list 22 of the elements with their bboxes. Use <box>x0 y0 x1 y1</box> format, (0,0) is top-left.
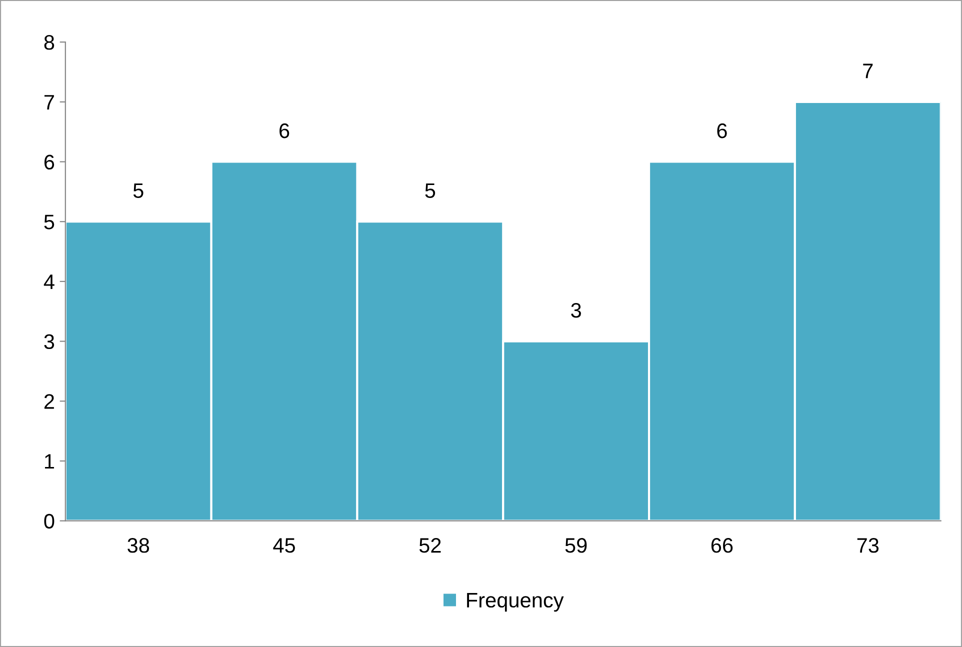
y-tick-label: 3 <box>44 334 54 350</box>
data-label: 5 <box>425 183 436 198</box>
x-tick-label: 38 <box>128 538 150 553</box>
y-tick-label: 2 <box>44 394 54 409</box>
x-tick-label: 73 <box>857 538 879 553</box>
y-tick-label: 8 <box>44 35 54 50</box>
y-tick-label: 0 <box>44 514 54 529</box>
y-tick-label: 5 <box>44 214 54 230</box>
y-tick-label: 6 <box>44 154 54 170</box>
x-tick-label: 52 <box>419 538 441 553</box>
data-label: 3 <box>571 302 581 318</box>
data-label: 7 <box>863 64 873 78</box>
y-tick-label: 1 <box>45 454 54 469</box>
legend-label: Frequency <box>467 593 564 612</box>
y-tick-label: 7 <box>44 95 54 110</box>
x-tick-label: 59 <box>565 538 587 553</box>
data-label: 6 <box>717 123 727 138</box>
data-label: 5 <box>133 183 144 198</box>
x-tick-label: 45 <box>273 538 295 553</box>
y-tick-label: 4 <box>44 274 54 289</box>
data-label: 6 <box>280 123 290 138</box>
x-tick-label: 66 <box>711 538 733 553</box>
